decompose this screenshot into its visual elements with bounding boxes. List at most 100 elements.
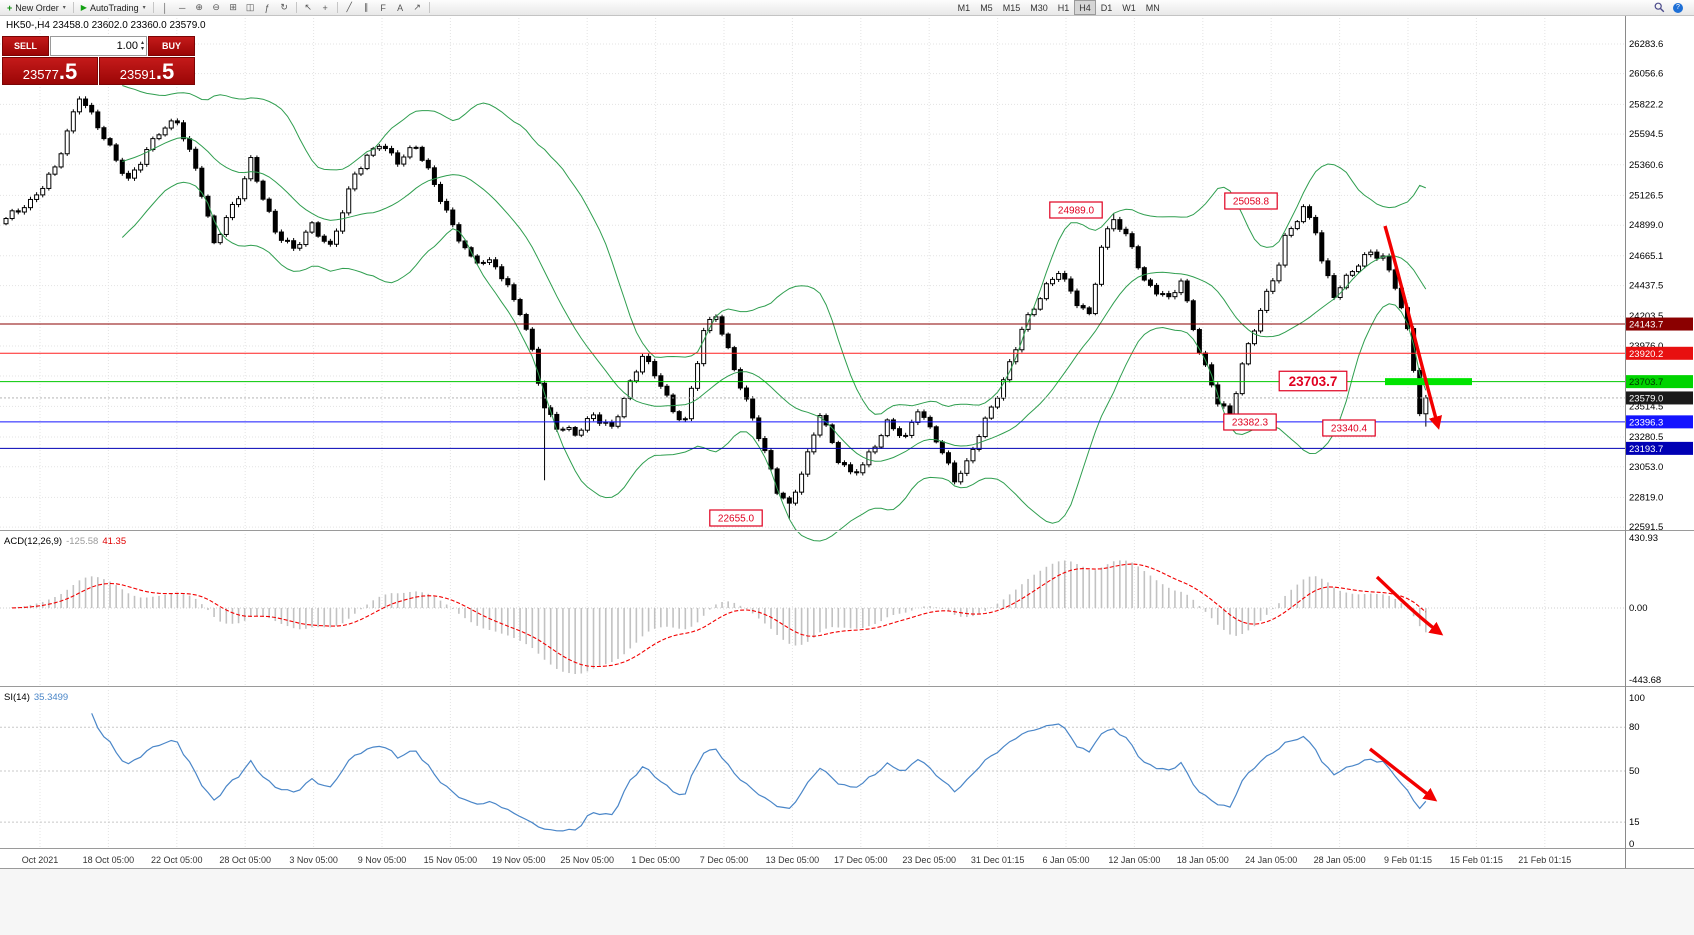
svg-text:Oct 2021: Oct 2021 [22,855,59,865]
zoom-in-icon[interactable]: ⊕ [195,2,203,12]
svg-text:80: 80 [1629,722,1640,733]
caret-down-icon: ▾ [62,5,66,11]
timeframe-button-mn[interactable]: MN [1145,2,1160,13]
price-callouts[interactable]: 24989.0 25058.8 23703.7 23382.3 23340.4 22655… [709,192,1376,527]
svg-text:23514.5: 23514.5 [1629,401,1663,412]
timeframe-button-m30[interactable]: M30 [1030,2,1048,13]
svg-text:9 Feb 01:15: 9 Feb 01:15 [1384,855,1432,865]
svg-text:21 Feb 01:15: 21 Feb 01:15 [1518,855,1571,865]
caret-down-icon: ▾ [142,5,146,11]
new-order-icon: + [7,2,13,13]
svg-text:3 Nov 05:00: 3 Nov 05:00 [289,855,338,865]
search-icon[interactable] [1652,1,1667,14]
svg-text:50: 50 [1629,766,1640,777]
chart-symbol-info: HK50-,H4 23458.0 23602.0 23360.0 23579.0 [6,20,206,31]
svg-text:24 Jan 05:00: 24 Jan 05:00 [1245,855,1297,865]
svg-text:0.00: 0.00 [1629,603,1648,614]
trend-arrows[interactable] [1368,225,1444,802]
timeframe-button-w1[interactable]: W1 [1122,2,1136,13]
svg-text:25594.5: 25594.5 [1629,129,1663,140]
buy-price-button[interactable]: 23591.5 [99,57,195,85]
svg-text:15 Feb 01:15: 15 Feb 01:15 [1450,855,1503,865]
text-icon[interactable]: A [397,2,404,13]
svg-text:22591.5: 22591.5 [1629,522,1663,533]
svg-text:25822.2: 25822.2 [1629,99,1663,110]
svg-text:1 Dec 05:00: 1 Dec 05:00 [631,855,680,865]
vertical-line-icon[interactable]: │ [162,2,168,13]
timeframe-button-m15[interactable]: M15 [1002,2,1021,13]
tile-windows-icon[interactable]: ⊞ [229,2,237,12]
sell-button[interactable]: SELL [2,36,49,56]
indicators-icon[interactable]: ƒ [264,2,270,13]
autotrading-label: AutoTrading [89,2,139,13]
trendline-icon[interactable]: ╱ [346,2,352,12]
arrows-icon[interactable]: ↗ [413,2,421,12]
toolbar-separator [428,2,430,13]
svg-text:6 Jan 05:00: 6 Jan 05:00 [1042,855,1089,865]
zoom-out-icon[interactable]: ⊖ [212,2,220,12]
svg-text:24665.1: 24665.1 [1629,251,1663,262]
time-axis[interactable]: Oct 2021 18 Oct 05:00 22 Oct 05:00 28 Oct 0… [22,855,1572,865]
horizontal-level-lines[interactable] [0,323,1625,449]
volume-input[interactable]: 1.00 ▴ ▾ [50,36,147,56]
svg-text:13 Dec 05:00: 13 Dec 05:00 [766,855,820,865]
svg-text:24437.5: 24437.5 [1629,281,1663,292]
svg-text:22655.0: 22655.0 [718,514,755,525]
channel-icon[interactable]: ∥ [363,2,369,12]
cursor-icon[interactable]: ↖ [304,2,312,12]
svg-text:23 Dec 05:00: 23 Dec 05:00 [902,855,956,865]
grid [0,15,1625,848]
fibonacci-icon[interactable]: F [380,2,386,13]
svg-text:18 Oct 05:00: 18 Oct 05:00 [83,855,135,865]
svg-text:9 Nov 05:00: 9 Nov 05:00 [358,855,407,865]
svg-text:23396.3: 23396.3 [1629,417,1663,428]
svg-text:28 Oct 05:00: 28 Oct 05:00 [219,855,271,865]
timeframe-button-m5[interactable]: M5 [980,2,993,13]
buy-button[interactable]: BUY [148,36,195,56]
macd-indicator [0,560,1625,674]
svg-text:19 Nov 05:00: 19 Nov 05:00 [492,855,546,865]
volume-down-icon[interactable]: ▾ [140,46,144,52]
timeframe-button-d1[interactable]: D1 [1100,2,1113,13]
refresh-icon[interactable]: ↻ [280,2,288,12]
svg-text:25058.8: 25058.8 [1233,197,1270,208]
toolbar-separator [152,2,154,13]
rsi-indicator [0,713,1625,832]
horizontal-line-icon[interactable]: ─ [178,2,186,13]
svg-text:25 Nov 05:00: 25 Nov 05:00 [560,855,614,865]
svg-text:25126.5: 25126.5 [1629,190,1663,201]
svg-text:18 Jan 05:00: 18 Jan 05:00 [1177,855,1229,865]
svg-text:17 Dec 05:00: 17 Dec 05:00 [834,855,888,865]
timeframe-button-h1[interactable]: H1 [1057,2,1070,13]
rsi-indicator-label: SI(14) 35.3499 [4,692,68,703]
sell-price-pips: .5 [58,59,78,84]
svg-text:24989.0: 24989.0 [1058,206,1095,217]
buy-price-main: 23591 [119,67,156,82]
new-order-button[interactable]: + New Order ▾ [3,1,70,14]
autotrading-button[interactable]: ▶ AutoTrading ▾ [77,1,150,14]
timeframe-button-h4[interactable]: H4 [1074,0,1096,15]
svg-text:23920.2: 23920.2 [1629,349,1663,360]
sell-price-button[interactable]: 23577.5 [2,57,98,85]
toolbar: + New Order ▾ ▶ AutoTrading ▾ │ ─ ⊕ ⊖ ⊞ ◫ ƒ ↻ ↖ + ╱ ∥ F A ↗ M… [0,0,1694,16]
svg-text:7 Dec 05:00: 7 Dec 05:00 [700,855,749,865]
svg-text:25360.6: 25360.6 [1629,160,1663,171]
toolbar-separator [72,2,74,13]
timeframe-button-m1[interactable]: M1 [957,2,971,13]
volume-up-icon[interactable]: ▴ [140,40,144,46]
svg-text:100: 100 [1629,693,1645,704]
autotrading-icon: ▶ [80,3,87,12]
one-click-trading-panel: SELL 1.00 ▴ ▾ BUY 23577.5 23591.5 [2,36,195,85]
svg-text:26056.6: 26056.6 [1629,69,1663,80]
new-chart-icon[interactable]: ◫ [245,2,255,12]
svg-text:24899.0: 24899.0 [1629,220,1663,231]
volume-spinner[interactable]: ▴ ▾ [141,40,144,52]
svg-text:23703.7: 23703.7 [1629,377,1663,388]
help-icon[interactable]: ? [1673,2,1683,13]
crosshair-icon[interactable]: + [322,2,328,13]
price-axis[interactable]: 26283.6 26056.6 25822.2 25594.5 25360.6 25126… [1626,39,1693,850]
rsi-value: 35.3499 [33,692,69,703]
svg-text:24143.7: 24143.7 [1629,320,1663,331]
svg-text:-443.68: -443.68 [1629,675,1661,686]
